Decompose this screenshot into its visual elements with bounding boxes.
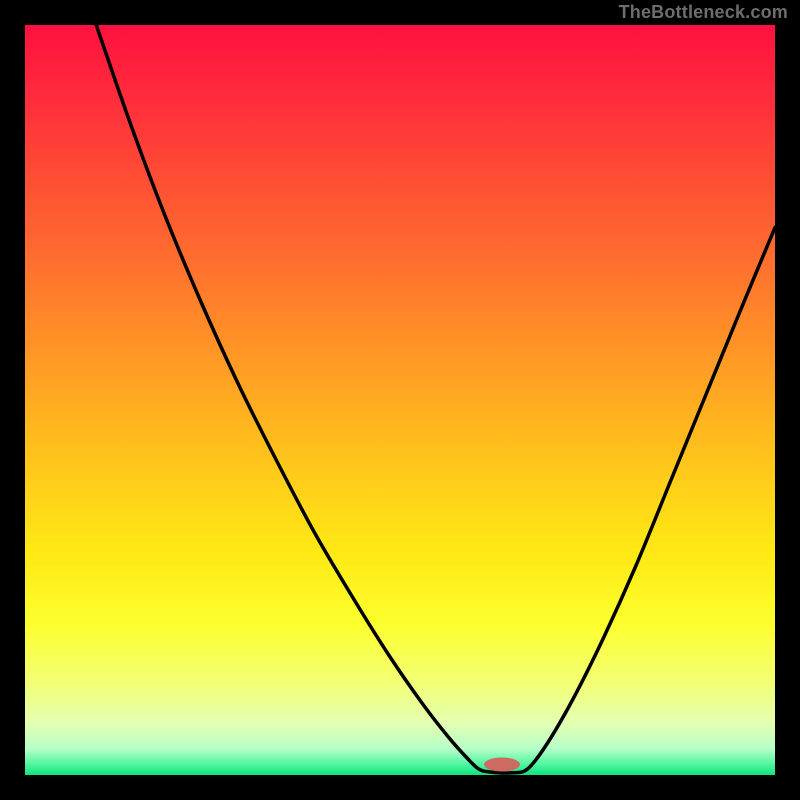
bottleneck-chart [0,0,800,800]
plot-background [25,25,775,775]
optimum-marker [484,758,520,772]
watermark-text: TheBottleneck.com [619,2,788,23]
chart-frame: TheBottleneck.com [0,0,800,800]
